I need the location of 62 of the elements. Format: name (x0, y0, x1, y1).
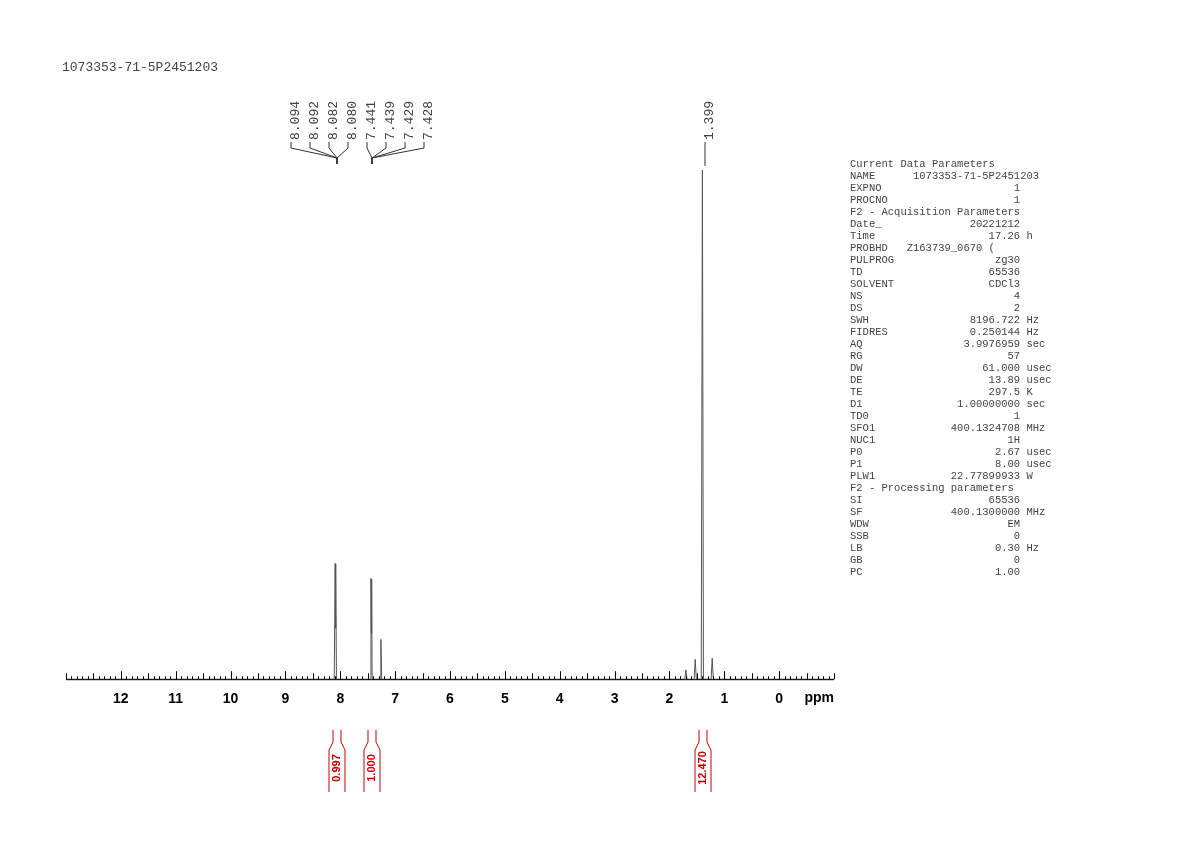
text: 8.080 (345, 100, 361, 140)
text: Current Data Parameters (850, 158, 996, 170)
x-tick-label: 4 (555, 690, 564, 707)
text: LB 0.30 Hz (850, 542, 1041, 554)
text: TD 65536 (850, 266, 1022, 278)
text: FIDRES 0.250144 Hz (850, 326, 1041, 338)
x-tick-label: 10 (222, 690, 239, 707)
text: NS 4 (850, 290, 1022, 302)
text: P1 8.00 usec (850, 458, 1052, 470)
text: 8.094 (288, 100, 304, 140)
text: 7.429 (402, 100, 418, 140)
text: PLW1 22.77899933 W (850, 470, 1034, 482)
x-tick-label: 8 (336, 690, 345, 707)
text: 8.082 (326, 100, 342, 140)
x-tick-label: 1 (720, 690, 729, 707)
text: SSB 0 (850, 530, 1022, 542)
text: TD0 1 (850, 410, 1022, 422)
text: PROBHD Z163739_0670 ( (850, 242, 996, 254)
text: EXPNO 1 (850, 182, 1022, 194)
text: SFO1 400.1324708 MHz (850, 422, 1047, 434)
text: PULPROG zg30 (850, 254, 1022, 266)
text: F2 - Acquisition Parameters (850, 206, 1022, 218)
x-tick-label: 0 (775, 690, 784, 707)
text: 8.092 (307, 100, 323, 140)
text: RG 57 (850, 350, 1022, 362)
x-tick-label: 12 (113, 690, 129, 707)
text: SOLVENT CDCl3 (850, 278, 1022, 290)
text: 1.399 (702, 100, 718, 140)
text: PROCNO 1 (850, 194, 1022, 206)
text: 1.000 (365, 754, 378, 782)
x-tick-label: 7 (391, 690, 400, 707)
text: F2 - Processing parameters (850, 482, 1015, 494)
x-tick-label: 5 (500, 690, 509, 707)
text: 7.428 (421, 100, 437, 140)
x-tick-label: 2 (665, 690, 674, 707)
text: WDW EM (850, 518, 1022, 530)
text: NAME 1073353-71-5P2451203 (850, 170, 1041, 182)
text: Time 17.26 h (850, 230, 1034, 242)
text: 7.439 (383, 100, 399, 140)
text: SWH 8196.722 Hz (850, 314, 1041, 326)
text: DW 61.000 usec (850, 362, 1052, 374)
text: 0.997 (330, 754, 343, 782)
text: GB 0 (850, 554, 1022, 566)
text: 12.470 (696, 751, 709, 785)
text: TE 297.5 K (850, 386, 1034, 398)
text: SF 400.1300000 MHz (850, 506, 1047, 518)
text: 7.441 (364, 100, 380, 140)
text: P0 2.67 usec (850, 446, 1052, 458)
text: DS 2 (850, 302, 1022, 314)
text: NUC1 1H (850, 434, 1022, 446)
x-tick-label: 11 (168, 690, 184, 707)
x-tick-label: 9 (281, 690, 290, 707)
x-tick-label: 3 (610, 690, 619, 707)
x-tick-label: 6 (446, 690, 455, 707)
text: SI 65536 (850, 494, 1022, 506)
text: D1 1.00000000 sec (850, 398, 1047, 410)
text: Date_ 20221212 (850, 218, 1022, 230)
text: AQ 3.9976959 sec (850, 338, 1047, 350)
text: DE 13.89 usec (850, 374, 1052, 386)
x-axis-title: ppm (804, 689, 834, 706)
text: PC 1.00 (850, 566, 1022, 578)
chart-title: 1073353-71-5P2451203 (62, 60, 219, 75)
